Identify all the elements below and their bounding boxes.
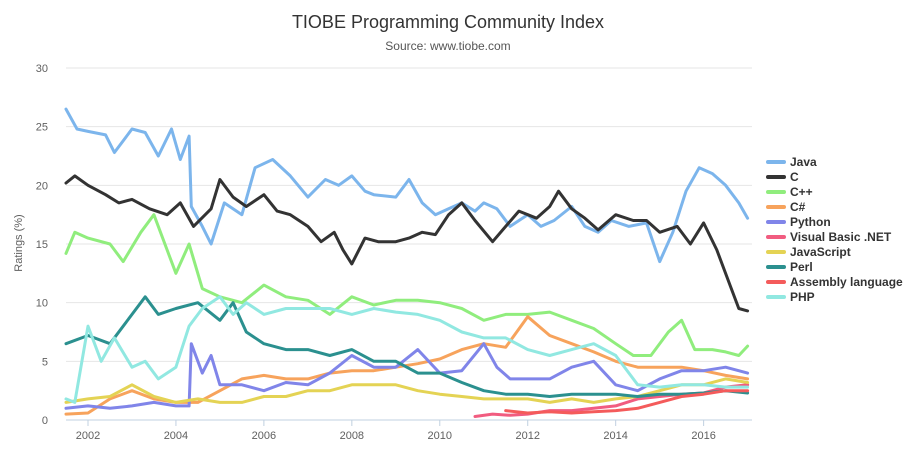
x-tick-label: 2010: [428, 430, 452, 442]
legend-item-c[interactable]: C: [766, 170, 799, 184]
y-tick-label: 10: [36, 298, 48, 310]
legend-item-javascript[interactable]: JavaScript: [766, 245, 851, 259]
legend-item-perl[interactable]: Perl: [766, 260, 813, 274]
y-tick-label: 0: [42, 415, 48, 427]
series-line-python[interactable]: [64, 342, 750, 410]
x-tick-label: 2012: [515, 430, 539, 442]
series-line-perl[interactable]: [64, 295, 750, 398]
chart-title: TIOBE Programming Community Index: [292, 12, 604, 32]
legend-item-php[interactable]: PHP: [766, 290, 815, 304]
y-tick-label: 20: [36, 180, 48, 192]
y-tick-label: 5: [42, 356, 48, 368]
series-line-java[interactable]: [64, 107, 750, 264]
legend-item-c[interactable]: C#: [766, 200, 806, 214]
x-axis-ticks: 2002 2004 2006 2008 2010 2012 2014 2016: [76, 420, 716, 442]
y-axis-title: Ratings (%): [13, 214, 25, 271]
y-tick-label: 25: [36, 122, 48, 134]
x-tick-label: 2016: [691, 430, 715, 442]
y-tick-label: 15: [36, 239, 48, 251]
legend-label: JavaScript: [790, 245, 851, 259]
y-tick-label: 30: [36, 63, 48, 75]
legend-label: C++: [790, 185, 813, 199]
legend-item-visual-basic-net[interactable]: Visual Basic .NET: [766, 230, 892, 244]
grid-lines: [66, 67, 752, 421]
legend-label: Java: [790, 155, 817, 169]
series-line-c[interactable]: [64, 213, 750, 357]
series-line-php[interactable]: [64, 295, 750, 404]
legend-item-c[interactable]: C++: [766, 185, 813, 199]
series-lines: [64, 107, 750, 418]
legend-label: Assembly language: [790, 275, 903, 289]
y-axis-ticks: 0 5 10 15 20 25 30: [36, 63, 48, 427]
legend-item-python[interactable]: Python: [766, 215, 831, 229]
x-tick-label: 2008: [340, 430, 364, 442]
x-tick-label: 2004: [164, 430, 188, 442]
legend-label: C: [790, 170, 799, 184]
x-tick-label: 2014: [603, 430, 627, 442]
legend-label: Perl: [790, 260, 813, 274]
chart-subtitle: Source: www.tiobe.com: [385, 39, 510, 53]
legend-item-java[interactable]: Java: [766, 155, 817, 169]
legend-label: PHP: [790, 290, 815, 304]
x-tick-label: 2006: [252, 430, 276, 442]
series-line-assembly-language[interactable]: [504, 389, 750, 415]
legend-label: C#: [790, 200, 806, 214]
series-line-c[interactable]: [64, 174, 750, 313]
legend-label: Python: [790, 215, 831, 229]
x-tick-label: 2002: [76, 430, 100, 442]
legend-label: Visual Basic .NET: [790, 230, 892, 244]
legend-item-assembly-language[interactable]: Assembly language: [766, 275, 903, 289]
